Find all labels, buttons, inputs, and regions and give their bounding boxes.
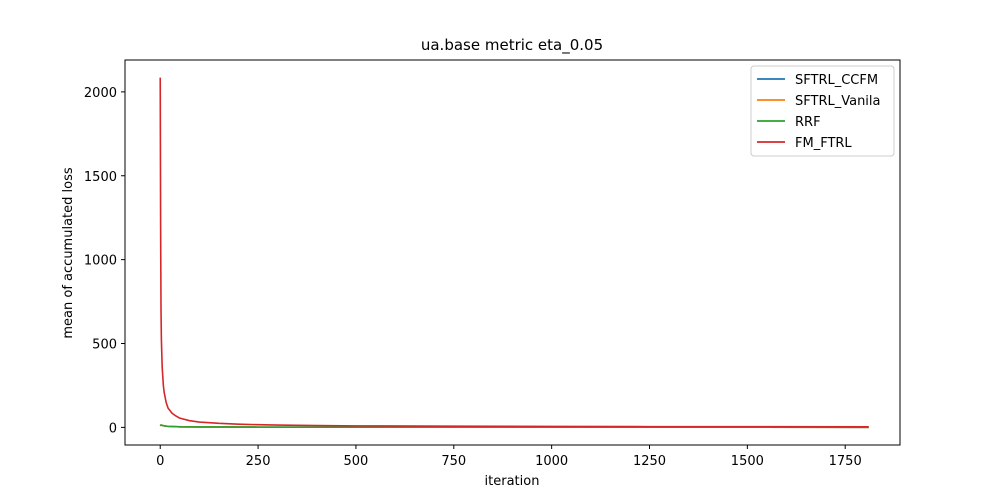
x-tick-label: 0 [156, 454, 164, 469]
series-line-fm-ftrl [159, 77, 869, 428]
x-axis-label: iteration [485, 474, 540, 489]
x-tick-label: 1750 [829, 454, 862, 469]
y-tick-label: 1500 [84, 170, 117, 185]
y-tick-label: 2000 [84, 86, 117, 101]
legend-label: RRF [795, 115, 821, 130]
y-tick-label: 500 [92, 338, 117, 353]
chart-title: ua.base metric eta_0.05 [421, 36, 603, 55]
legend-label: SFTRL_CCFM [795, 73, 878, 88]
x-tick-label: 500 [344, 454, 369, 469]
x-tick-label: 250 [246, 454, 271, 469]
y-axis-label: mean of accumulated loss [61, 167, 76, 338]
x-tick-label: 750 [441, 454, 466, 469]
legend-label: SFTRL_Vanila [795, 94, 881, 109]
legend-label: FM_FTRL [795, 136, 852, 151]
legend: SFTRL_CCFM SFTRL_Vanila RRF FM_FTRL [750, 65, 895, 157]
x-axis-ticks: 0 250 500 750 1000 1250 1500 1750 [156, 445, 862, 469]
y-tick-label: 0 [109, 421, 117, 436]
x-tick-label: 1000 [535, 454, 568, 469]
legend-box [750, 65, 895, 157]
x-tick-label: 1250 [633, 454, 666, 469]
y-axis-ticks: 0 500 1000 1500 2000 [84, 86, 125, 436]
x-tick-label: 1500 [731, 454, 764, 469]
y-tick-label: 1000 [84, 254, 117, 269]
series-lines [159, 77, 869, 429]
